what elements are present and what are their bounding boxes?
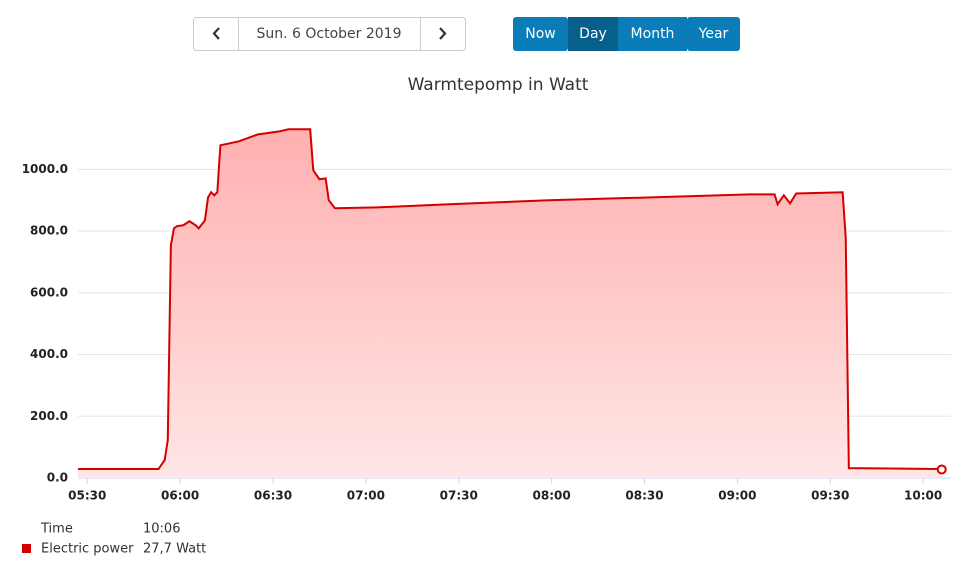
period-button-label: Month [631,26,675,42]
period-button-label: Now [525,26,556,42]
period-buttons: Now Day Month Year [513,17,740,51]
tooltip: Time 10:06 Electric power 27,7 Watt [22,522,206,557]
chart-title: Warmtepomp in Watt [408,75,589,95]
legend-value: 27,7 Watt [143,542,206,557]
area-fill [78,129,942,479]
x-tick-label: 05:30 [68,489,106,503]
legend-name: Electric power [41,542,134,557]
y-tick-label: 800.0 [30,224,68,238]
time-value: 10:06 [143,522,180,537]
nav-frame [193,17,466,51]
date-nav: Sun. 6 October 2019 [193,17,466,51]
legend-swatch [22,544,31,553]
period-button[interactable] [687,17,740,51]
hover-marker [936,464,947,475]
x-tick-label: 08:30 [625,489,663,503]
y-tick-label: 1000.0 [22,162,68,176]
period-button-label: Day [579,26,607,42]
x-tick-label: 06:00 [161,489,199,503]
series-line [78,128,942,471]
x-tick-label: 07:30 [440,489,478,503]
y-tick-label: 200.0 [30,409,68,423]
x-tick-label: 06:30 [254,489,292,503]
x-tick-label: 09:30 [811,489,849,503]
next-button[interactable] [439,27,447,40]
y-tick-label: 0.0 [47,471,68,485]
x-tick-label: 10:00 [904,489,942,503]
period-button-label: Year [698,26,729,42]
y-tick-label: 600.0 [30,285,68,299]
x-tick-label: 08:00 [533,489,571,503]
x-tick-label: 07:00 [347,489,385,503]
period-button[interactable] [513,17,568,51]
period-button[interactable] [618,17,687,51]
y-tick-label: 400.0 [30,347,68,361]
plot: 0.0 200.0 400.0 600.0 800.0 1000.0 05:30 06:00 0… [22,128,951,503]
period-button[interactable] [568,17,618,51]
x-tick-label: 09:00 [718,489,756,503]
time-label: Time [40,522,73,537]
date-label: Sun. 6 October 2019 [257,26,402,42]
prev-button[interactable] [212,27,220,40]
